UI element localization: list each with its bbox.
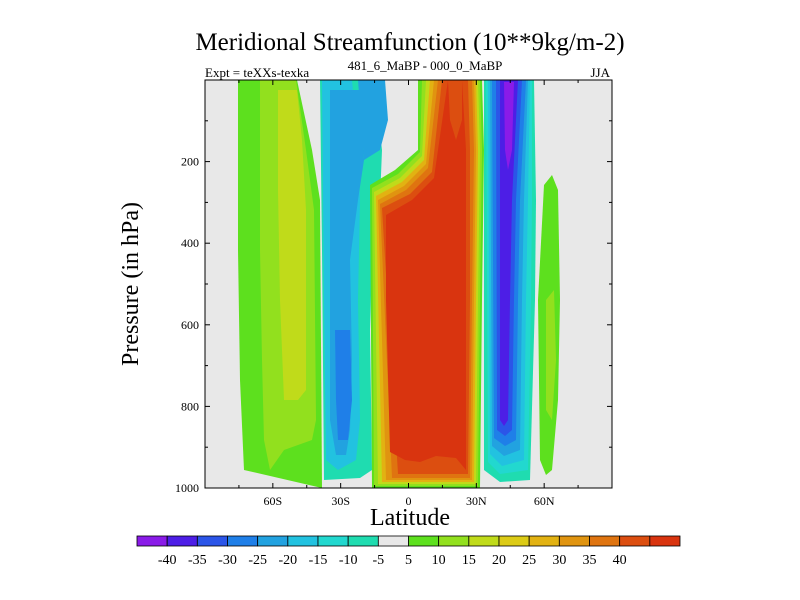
colorbar-label: 10 bbox=[432, 553, 446, 568]
sh-neg-upper-blue bbox=[358, 80, 388, 160]
colorbar-swatch bbox=[528, 535, 560, 547]
colorbar: -40 -35 -30 -25 -20 -15 -10 -5 5 10 15 20 25 30 35 40 bbox=[136, 535, 681, 568]
x-tick-label: 0 bbox=[406, 494, 412, 508]
chart-title: Meridional Streamfunction (10**9kg/m-2) bbox=[195, 29, 624, 56]
sh-cell-yellow bbox=[278, 90, 306, 400]
y-axis-label: Pressure (in hPa) bbox=[118, 202, 144, 366]
colorbar-label: -35 bbox=[188, 553, 207, 568]
colorbar-swatch bbox=[347, 535, 379, 547]
colorbar-label: 25 bbox=[522, 553, 536, 568]
sh-neg-blue bbox=[335, 330, 352, 440]
colorbar-swatch bbox=[408, 535, 440, 547]
colorbar-label: 30 bbox=[552, 553, 566, 568]
colorbar-swatch bbox=[649, 535, 681, 547]
y-axis: 200 400 600 800 1000 bbox=[175, 120, 612, 495]
colorbar-label: 20 bbox=[492, 553, 506, 568]
hadley-upper-core bbox=[448, 80, 462, 140]
colorbar-label: -40 bbox=[158, 553, 177, 568]
colorbar-swatch bbox=[438, 535, 470, 547]
nh-high-yellowgreen bbox=[546, 290, 556, 420]
colorbar-swatch bbox=[468, 535, 500, 547]
subtitle-period: 481_6_MaBP - 000_0_MaBP bbox=[348, 58, 503, 73]
colorbar-swatch bbox=[196, 535, 228, 547]
y-tick-label: 600 bbox=[181, 318, 199, 332]
x-axis: 60S 30S 0 30N 60N bbox=[238, 80, 579, 508]
colorbar-swatch bbox=[317, 535, 349, 547]
x-tick-label: 30N bbox=[466, 494, 487, 508]
colorbar-label: -10 bbox=[339, 553, 358, 568]
colorbar-label: -30 bbox=[218, 553, 237, 568]
colorbar-swatch bbox=[287, 535, 319, 547]
hadley-core-red bbox=[386, 80, 466, 470]
colorbar-swatch bbox=[377, 535, 409, 547]
x-tick-label: 60S bbox=[263, 494, 282, 508]
colorbar-swatch bbox=[558, 535, 590, 547]
nh-neg-violet-core bbox=[504, 82, 514, 170]
colorbar-swatch bbox=[136, 535, 168, 547]
colorbar-swatch bbox=[498, 535, 530, 547]
y-tick-label: 1000 bbox=[175, 481, 199, 495]
x-tick-label: 60N bbox=[534, 494, 555, 508]
colorbar-swatch bbox=[257, 535, 289, 547]
contour-fills bbox=[238, 80, 560, 488]
colorbar-swatch bbox=[589, 535, 621, 547]
x-axis-label: Latitude bbox=[370, 505, 450, 531]
y-tick-label: 200 bbox=[181, 155, 199, 169]
subtitle-experiment: Expt = teXXs-texka bbox=[205, 65, 309, 80]
colorbar-swatch bbox=[166, 535, 198, 547]
y-tick-label: 400 bbox=[181, 236, 199, 250]
colorbar-label: -20 bbox=[278, 553, 297, 568]
colorbar-swatch bbox=[619, 535, 651, 547]
colorbar-label: -25 bbox=[248, 553, 267, 568]
colorbar-label: 15 bbox=[462, 553, 476, 568]
colorbar-swatch bbox=[227, 535, 259, 547]
nh-neg-indigo bbox=[500, 80, 518, 426]
x-tick-label: 30S bbox=[331, 494, 350, 508]
colorbar-label: 40 bbox=[613, 553, 627, 568]
y-tick-label: 800 bbox=[181, 399, 199, 413]
subtitle-season: JJA bbox=[590, 65, 610, 80]
colorbar-label: 35 bbox=[583, 553, 597, 568]
colorbar-label: 5 bbox=[405, 553, 412, 568]
plot-area bbox=[204, 79, 613, 489]
colorbar-label: -15 bbox=[309, 553, 328, 568]
colorbar-label: -5 bbox=[372, 553, 384, 568]
